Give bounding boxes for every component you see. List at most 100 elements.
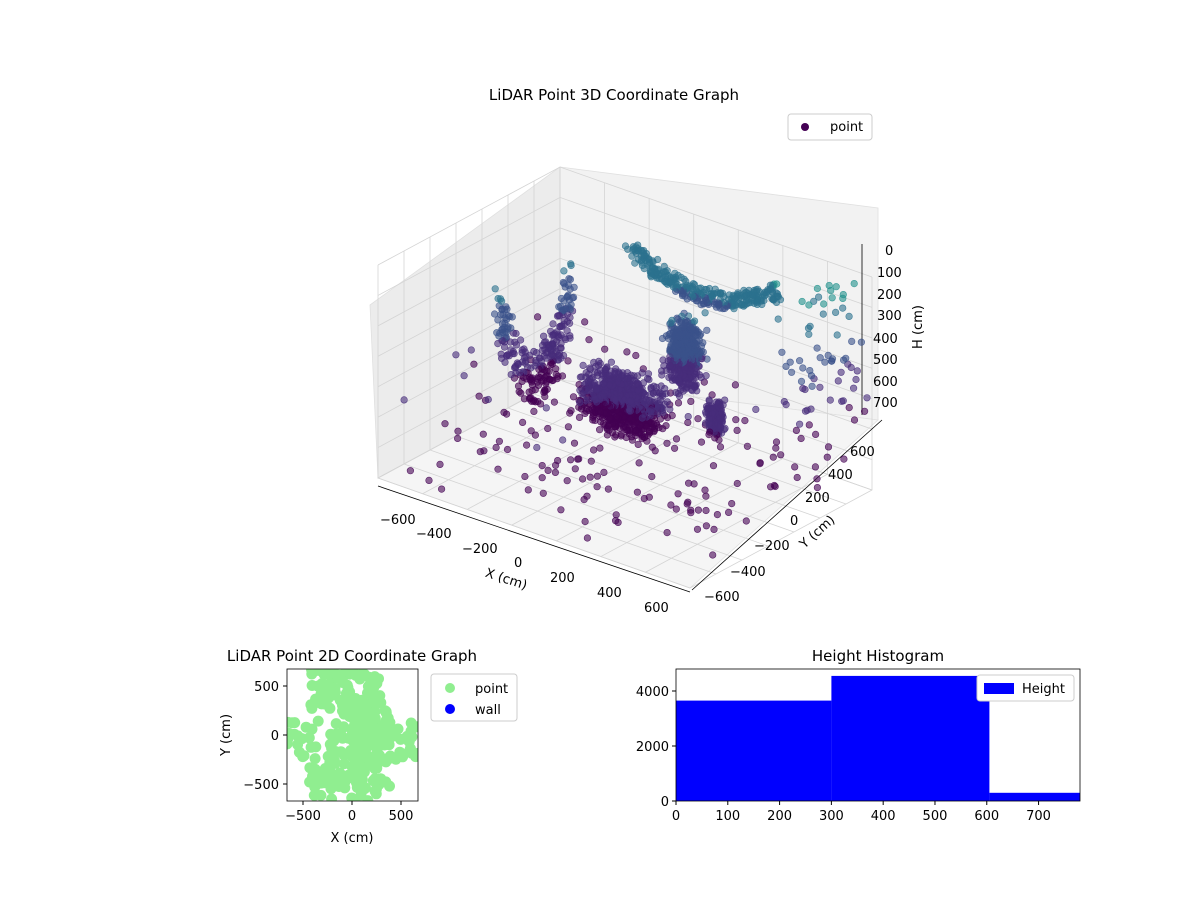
x-tick-labels-2d: −500 0 500 xyxy=(285,801,413,824)
point-marker xyxy=(563,477,571,485)
point-marker xyxy=(460,372,468,380)
point-marker xyxy=(576,398,584,407)
point-marker xyxy=(539,332,548,340)
point-marker xyxy=(795,357,804,365)
point-marker xyxy=(853,367,861,375)
point-marker xyxy=(551,468,560,477)
point-marker xyxy=(701,309,709,317)
point-2d-marker xyxy=(347,669,359,677)
point-2d-marker xyxy=(343,769,354,781)
point-marker xyxy=(863,394,871,402)
x-axis-line xyxy=(377,485,691,593)
point-marker xyxy=(493,329,501,337)
point-marker xyxy=(579,361,587,370)
point-marker xyxy=(792,426,801,435)
point-marker xyxy=(583,534,592,542)
point-2d-marker xyxy=(405,717,417,729)
point-marker xyxy=(500,408,508,417)
y-tick-label: 0 xyxy=(661,795,669,810)
point-marker xyxy=(530,407,538,416)
point-marker xyxy=(860,407,869,415)
point-marker xyxy=(580,380,589,389)
point-marker xyxy=(623,348,631,356)
point-marker xyxy=(567,407,575,415)
point-marker xyxy=(635,459,643,467)
point-2d-marker xyxy=(347,735,359,747)
point-marker xyxy=(834,377,842,385)
point-marker xyxy=(769,453,777,461)
point-marker xyxy=(805,421,813,429)
point-marker xyxy=(538,474,546,482)
x-tick-label: 400 xyxy=(871,809,896,824)
point-marker xyxy=(845,312,853,321)
point-marker xyxy=(546,361,555,369)
point-marker xyxy=(672,435,681,443)
point-marker xyxy=(850,280,858,288)
point-marker xyxy=(544,466,552,475)
point-marker xyxy=(581,517,589,526)
point-marker xyxy=(647,383,655,392)
point-marker xyxy=(503,445,512,454)
point-marker xyxy=(724,508,733,517)
point-marker xyxy=(687,397,695,406)
point-marker xyxy=(510,364,519,372)
point-marker xyxy=(705,396,713,404)
point-marker xyxy=(492,443,500,452)
point-2d-marker xyxy=(365,689,377,701)
point-marker xyxy=(799,364,807,372)
y-tick-label: 4000 xyxy=(636,685,669,700)
point-marker xyxy=(839,294,847,303)
point-marker xyxy=(552,370,560,379)
point-marker xyxy=(564,291,572,299)
point-marker xyxy=(611,517,620,525)
point-marker xyxy=(491,285,499,293)
point-marker xyxy=(824,351,832,360)
point-marker xyxy=(716,443,725,451)
point-marker xyxy=(813,284,822,293)
point-marker xyxy=(772,438,781,446)
y-tick-label: 0 xyxy=(271,729,279,744)
y-tick-label: 200 xyxy=(805,491,830,506)
point-marker xyxy=(840,455,848,463)
point-marker xyxy=(533,313,542,321)
point-marker xyxy=(514,382,523,390)
legend-hist: Height xyxy=(976,674,1075,702)
point-marker xyxy=(782,401,790,409)
point-2d-marker xyxy=(385,752,397,764)
y-axis-label-2d: Y (cm) xyxy=(219,714,234,757)
point-marker xyxy=(494,295,502,303)
y-axis-label-3d: Y (cm) xyxy=(796,513,838,553)
point-marker xyxy=(645,493,653,501)
point-marker xyxy=(831,308,840,317)
point-marker xyxy=(709,462,718,470)
point-marker xyxy=(604,485,613,493)
point-marker xyxy=(648,473,656,481)
legend-hist-label: Height xyxy=(1022,682,1065,697)
point-marker xyxy=(797,377,806,386)
point-marker xyxy=(833,331,841,339)
point-marker xyxy=(805,301,813,309)
point-marker xyxy=(647,267,656,275)
point-marker xyxy=(674,399,683,407)
point-marker xyxy=(711,434,719,442)
point-marker xyxy=(560,280,568,288)
point-marker xyxy=(441,420,449,428)
point-marker xyxy=(756,460,764,468)
point-marker xyxy=(467,346,475,354)
point-marker xyxy=(705,431,713,439)
point-marker xyxy=(556,323,564,331)
point-marker xyxy=(663,528,671,537)
point-marker xyxy=(694,415,702,423)
point-marker xyxy=(585,336,593,344)
z-tick-label: 100 xyxy=(877,266,902,281)
point-marker xyxy=(733,426,741,435)
point-marker xyxy=(683,500,691,508)
point-marker xyxy=(816,354,824,362)
x-tick-label: −600 xyxy=(380,513,416,528)
point-2d-marker xyxy=(308,789,320,801)
point-marker xyxy=(839,304,847,312)
point-marker xyxy=(774,315,782,323)
point-marker xyxy=(538,462,546,470)
x-tick-label: −500 xyxy=(285,809,321,824)
